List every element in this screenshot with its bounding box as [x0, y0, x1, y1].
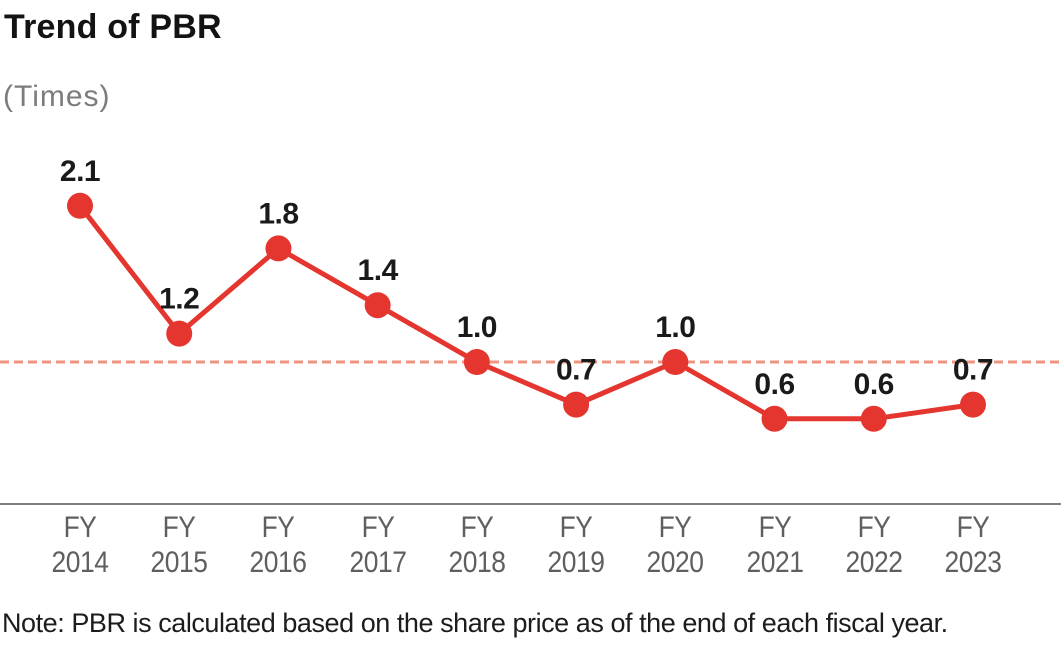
data-point — [959, 391, 986, 418]
data-point — [265, 235, 292, 262]
data-point-label: 1.8 — [258, 197, 298, 230]
y-axis-unit-label: (Times) — [3, 80, 111, 113]
data-point-label: 1.2 — [159, 283, 199, 316]
trend-line — [78, 204, 974, 422]
footnote: Note: PBR is calculated based on the sha… — [2, 608, 948, 638]
data-point-label: 1.0 — [655, 311, 695, 344]
data-point — [166, 320, 193, 347]
data-point — [67, 192, 93, 219]
chart-title: Trend of PBR — [4, 8, 222, 46]
data-point-label: 1.4 — [358, 254, 399, 287]
data-point — [860, 405, 887, 432]
data-point — [662, 349, 689, 375]
data-point-label: 0.6 — [754, 368, 794, 401]
data-point-label: 0.7 — [953, 354, 993, 387]
data-point-label: 1.0 — [457, 311, 497, 344]
data-point-label: 0.6 — [854, 368, 894, 401]
data-point-label: 0.7 — [556, 354, 596, 387]
data-point-label: 2.1 — [60, 155, 100, 188]
data-point — [463, 349, 490, 375]
data-point — [364, 292, 391, 319]
data-point — [563, 391, 590, 418]
data-point — [761, 405, 788, 432]
